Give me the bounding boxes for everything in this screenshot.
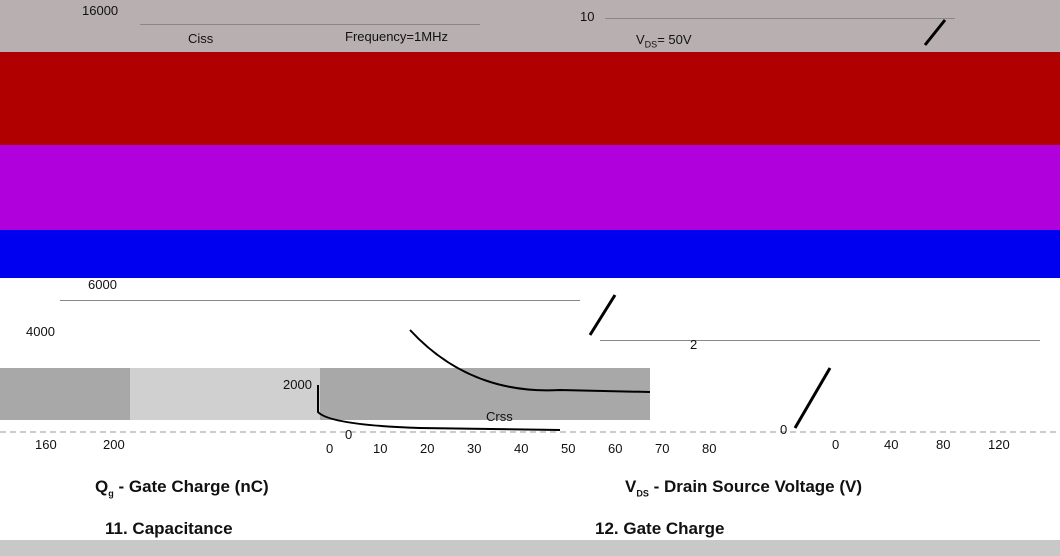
x-tick-label: 60 xyxy=(608,442,622,455)
curves xyxy=(0,0,1060,556)
x-axis-label-text: - Gate Charge (nC) xyxy=(114,477,269,496)
caption: 11. Capacitance xyxy=(105,520,233,537)
y-tick-label: 2000 xyxy=(283,378,312,391)
x-tick-label: 120 xyxy=(988,438,1010,451)
crss-curve xyxy=(318,385,560,430)
x-axis-label-symbol: Q xyxy=(95,477,108,496)
x-tick-label: 160 xyxy=(35,438,57,451)
x-tick-label: 70 xyxy=(655,442,669,455)
condition-label-subscript: DS xyxy=(645,40,658,50)
curve-label: Crss xyxy=(486,410,513,423)
x-axis-label: Qg - Gate Charge (nC) xyxy=(95,478,269,498)
y-tick-label: 0 xyxy=(780,423,787,436)
condition-label-symbol: V xyxy=(636,32,645,47)
x-axis-label-subscript: DS xyxy=(636,488,649,498)
y-tick-label: 16000 xyxy=(82,4,118,17)
bottom-strip xyxy=(0,540,1060,556)
x-tick-label: 0 xyxy=(326,442,333,455)
y-tick-label: 0 xyxy=(345,428,352,441)
x-axis-label: VDS - Drain Source Voltage (V) xyxy=(625,478,862,498)
x-axis-label-symbol: V xyxy=(625,477,636,496)
y-tick-label: 6000 xyxy=(88,278,117,291)
x-tick-label: 40 xyxy=(884,438,898,451)
x-tick-label: 0 xyxy=(832,438,839,451)
condition-label-text: = 50V xyxy=(657,32,691,47)
screenshot: 160006000400020000CissCrssFrequency=1MHz… xyxy=(0,0,1060,556)
condition-label: Frequency=1MHz xyxy=(345,30,448,43)
x-tick-label: 80 xyxy=(702,442,716,455)
x-tick-label: 30 xyxy=(467,442,481,455)
curve-label: Ciss xyxy=(188,32,213,45)
y-tick-label: 2 xyxy=(690,338,697,351)
x-axis-label-text: - Drain Source Voltage (V) xyxy=(649,477,862,496)
capacitance-curve xyxy=(410,330,650,392)
gate-charge-curve xyxy=(590,20,945,428)
condition-label: VDS= 50V xyxy=(636,33,692,50)
x-tick-label: 80 xyxy=(936,438,950,451)
x-tick-label: 10 xyxy=(373,442,387,455)
x-tick-label: 200 xyxy=(103,438,125,451)
y-tick-label: 4000 xyxy=(26,325,55,338)
y-tick-label: 10 xyxy=(580,10,594,23)
x-tick-label: 20 xyxy=(420,442,434,455)
x-tick-label: 40 xyxy=(514,442,528,455)
x-tick-label: 50 xyxy=(561,442,575,455)
caption: 12. Gate Charge xyxy=(595,520,724,537)
